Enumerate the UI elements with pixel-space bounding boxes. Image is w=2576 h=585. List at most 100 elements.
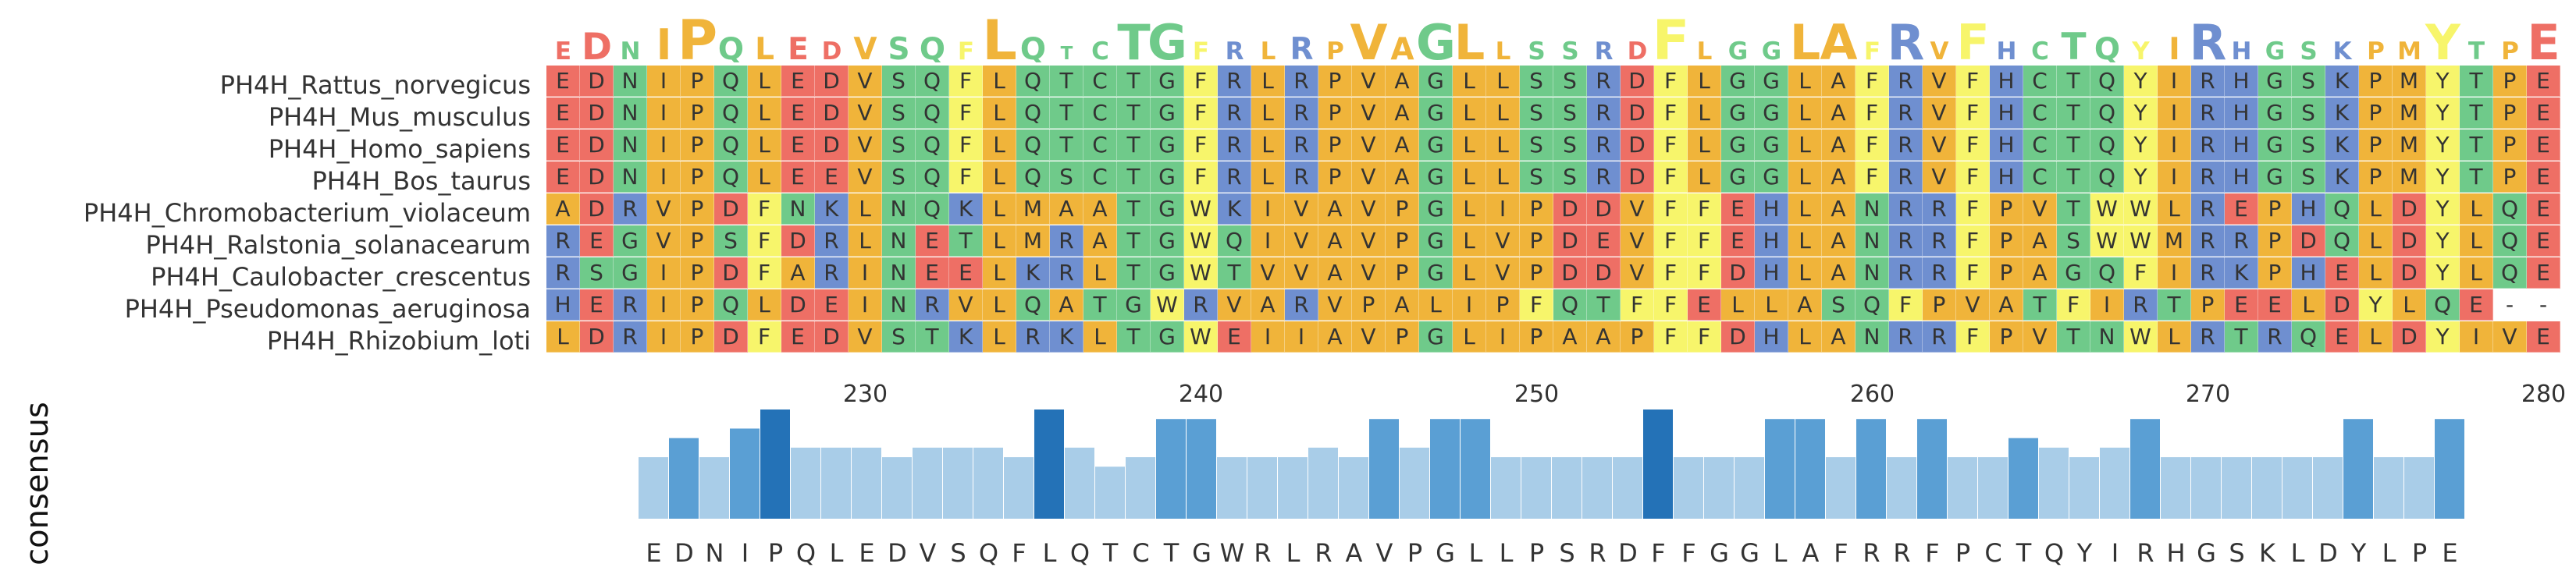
consensus-letter: A <box>1345 538 1363 568</box>
residue-cell: A <box>1822 257 1856 289</box>
residue-cell: G <box>1721 66 1755 97</box>
logo-letter: Q <box>920 32 945 62</box>
residue-cell: A <box>1788 289 1822 321</box>
residue-cell: S <box>882 66 916 97</box>
consensus-letter: Y <box>2076 538 2093 568</box>
consensus-letter: L <box>829 538 844 568</box>
residue-cell: H <box>1990 66 2023 97</box>
consensus-letter: A <box>1802 538 1820 568</box>
logo-letter: A <box>1390 32 1414 62</box>
conservation-bar <box>821 447 851 519</box>
residue-cell: P <box>1386 225 1419 257</box>
residue-cell: N <box>614 129 647 161</box>
residue-cell: L <box>1251 98 1285 129</box>
residue-cell: D <box>815 129 849 161</box>
logo-letter: V <box>853 32 877 62</box>
residue-cell: R <box>1889 161 1923 193</box>
residue-cell: L <box>1788 257 1822 289</box>
residue-cell: E <box>2325 257 2359 289</box>
residue-cell: F <box>748 193 781 225</box>
consensus-letter: T <box>1163 538 1179 568</box>
residue-cell: F <box>1184 161 1218 193</box>
conservation-bar <box>760 410 790 519</box>
logo-letter: R <box>1888 14 1925 62</box>
residue-cell: Q <box>1016 98 1050 129</box>
residue-cell: D <box>714 321 748 353</box>
residue-cell: Y <box>2124 66 2158 97</box>
residue-cell: N <box>614 98 647 129</box>
residue-cell: K <box>1050 321 1083 353</box>
residue-cell: A <box>1822 66 1856 97</box>
residue-cell: F <box>1688 257 1721 289</box>
residue-cell: E <box>916 225 949 257</box>
conservation-bar <box>2008 438 2038 519</box>
residue-cell: V <box>1352 257 1386 289</box>
residue-cell: A <box>1386 161 1419 193</box>
conservation-bar <box>943 447 973 519</box>
residue-cell: W <box>2124 225 2158 257</box>
residue-cell: D <box>580 98 614 129</box>
residue-cell: E <box>781 161 815 193</box>
residue-cell: F <box>1654 98 1688 129</box>
residue-cell: E <box>1721 193 1755 225</box>
residue-cell: V <box>1923 66 1956 97</box>
logo-letter: S <box>2300 37 2317 62</box>
residue-cell: R <box>815 257 849 289</box>
residue-cell: F <box>1688 193 1721 225</box>
residue-cell: G <box>1419 193 1453 225</box>
conservation-bar <box>2374 457 2403 519</box>
residue-cell: R <box>546 225 580 257</box>
logo-letter: I <box>656 20 671 62</box>
residue-cell: Y <box>2124 161 2158 193</box>
residue-cell: G <box>1151 193 1184 225</box>
residue-cell: T <box>1050 98 1083 129</box>
residue-cell: G <box>1151 98 1184 129</box>
residue-cell: F <box>1621 289 1654 321</box>
residue-cell: C <box>1083 129 1117 161</box>
residue-cell: H <box>1990 161 2023 193</box>
residue-cell: C <box>1083 161 1117 193</box>
residue-cell: V <box>849 129 882 161</box>
conservation-bar <box>1521 457 1551 519</box>
conservation-bar <box>669 438 699 519</box>
residue-cell: L <box>2393 289 2426 321</box>
residue-cell: L <box>849 225 882 257</box>
residue-cell: P <box>1520 257 1553 289</box>
consensus-letter: F <box>1012 538 1026 568</box>
residue-cell: S <box>580 257 614 289</box>
residue-cell: P <box>681 257 714 289</box>
residue-cell: L <box>1453 98 1486 129</box>
residue-cell: R <box>546 257 580 289</box>
residue-cell: G <box>1721 98 1755 129</box>
residue-cell: P <box>1990 321 2023 353</box>
residue-cell: R <box>1889 66 1923 97</box>
logo-letter: G <box>1762 37 1781 62</box>
residue-cell: S <box>1553 98 1587 129</box>
residue-cell: A <box>2023 257 2057 289</box>
residue-cell: A <box>1553 321 1587 353</box>
residue-cell: H <box>2225 161 2258 193</box>
conservation-bar <box>2039 447 2069 519</box>
logo-letter: Q <box>2094 32 2120 62</box>
residue-cell: D <box>2292 225 2325 257</box>
residue-cell: G <box>1755 66 1788 97</box>
residue-cell: P <box>1990 257 2023 289</box>
residue-cell: Q <box>2493 193 2527 225</box>
logo-letter: L <box>755 32 774 62</box>
logo-letter: A <box>1820 14 1858 62</box>
residue-cell: D <box>580 66 614 97</box>
logo-letter: T <box>1117 14 1150 62</box>
residue-cell: E <box>546 66 580 97</box>
residue-cell: G <box>614 225 647 257</box>
residue-cell: L <box>1453 193 1486 225</box>
residue-cell: P <box>1318 98 1352 129</box>
conservation-bar <box>1400 447 1429 519</box>
residue-cell: V <box>1923 129 1956 161</box>
residue-cell: I <box>849 257 882 289</box>
logo-letter: F <box>1653 9 1690 62</box>
consensus-letter: P <box>2411 538 2428 568</box>
residue-cell: Y <box>2426 225 2460 257</box>
residue-cell: M <box>2393 66 2426 97</box>
residue-cell: P <box>1386 257 1419 289</box>
